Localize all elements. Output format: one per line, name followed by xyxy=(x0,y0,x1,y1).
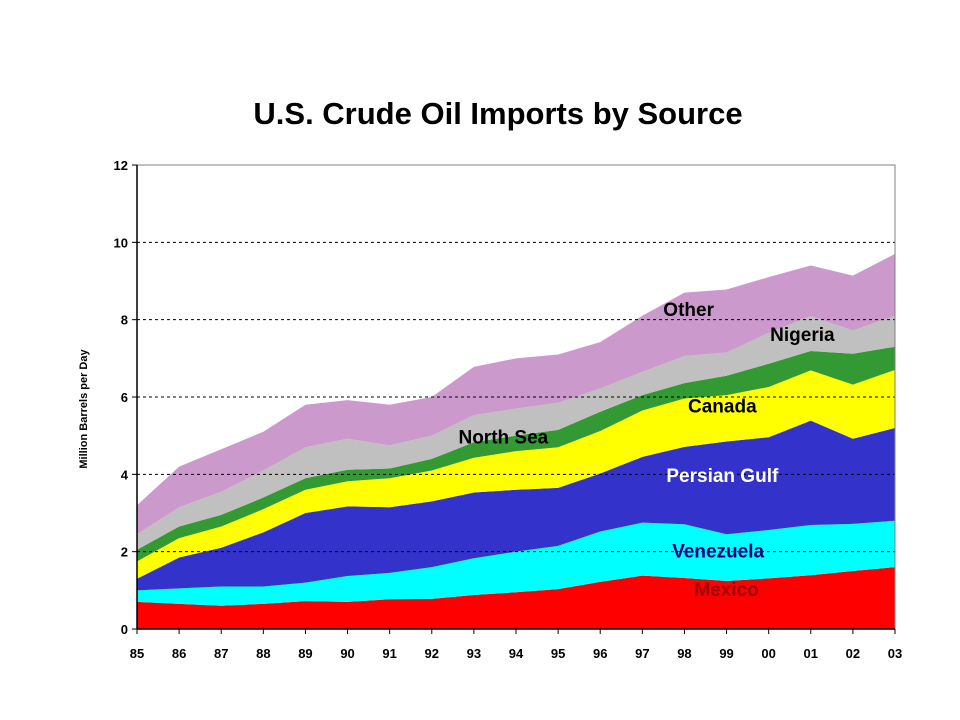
x-tick-label: 01 xyxy=(804,646,818,661)
area-other xyxy=(137,253,895,535)
x-tick-label: 88 xyxy=(256,646,270,661)
x-tick-label: 95 xyxy=(551,646,565,661)
series-label: Canada xyxy=(688,396,757,417)
x-tick-label: 98 xyxy=(677,646,691,661)
x-tick-label: 90 xyxy=(340,646,354,661)
x-tick-label: 94 xyxy=(509,646,524,661)
series-label: Venezuela xyxy=(672,541,764,562)
x-tick-label: 86 xyxy=(172,646,186,661)
x-tick-label: 02 xyxy=(846,646,860,661)
chart-title: U.S. Crude Oil Imports by Source xyxy=(253,96,743,131)
x-tick-label: 00 xyxy=(761,646,775,661)
series-label: Nigeria xyxy=(770,325,835,346)
grid-layer xyxy=(137,241,895,553)
x-tick-label: 03 xyxy=(888,646,902,661)
series-label: Mexico xyxy=(694,580,758,601)
x-tick-label: 93 xyxy=(467,646,481,661)
area-north-sea xyxy=(137,315,895,550)
y-tick-label: 2 xyxy=(121,545,128,560)
area-venezuela xyxy=(137,520,895,606)
x-tick-label: 92 xyxy=(425,646,439,661)
series-label: Other xyxy=(663,300,714,321)
x-tick-label: 89 xyxy=(298,646,312,661)
series-label-layer: Mexico Venezuela Persian Gulf Canada North S… xyxy=(458,300,834,601)
series-label: North Sea xyxy=(458,427,548,448)
y-tick-label: 8 xyxy=(121,313,128,328)
y-axis-label: Million Barrels per Day xyxy=(78,349,90,469)
x-tick-label: 91 xyxy=(382,646,396,661)
area-green xyxy=(137,346,895,562)
area-persian-gulf xyxy=(137,420,895,591)
y-tick-label: 4 xyxy=(121,467,129,482)
area-mexico xyxy=(137,567,895,629)
series-label: Persian Gulf xyxy=(666,466,779,487)
x-tick-label: 87 xyxy=(214,646,228,661)
x-tick-label: 99 xyxy=(719,646,733,661)
x-tick-label: 85 xyxy=(130,646,144,661)
x-tick-label: 96 xyxy=(593,646,607,661)
y-tick-label: 12 xyxy=(114,158,128,173)
y-tick-label: 6 xyxy=(121,390,128,405)
y-tick-label: 0 xyxy=(121,622,128,637)
y-tick-label: 10 xyxy=(114,235,128,250)
x-tick-label: 97 xyxy=(635,646,649,661)
